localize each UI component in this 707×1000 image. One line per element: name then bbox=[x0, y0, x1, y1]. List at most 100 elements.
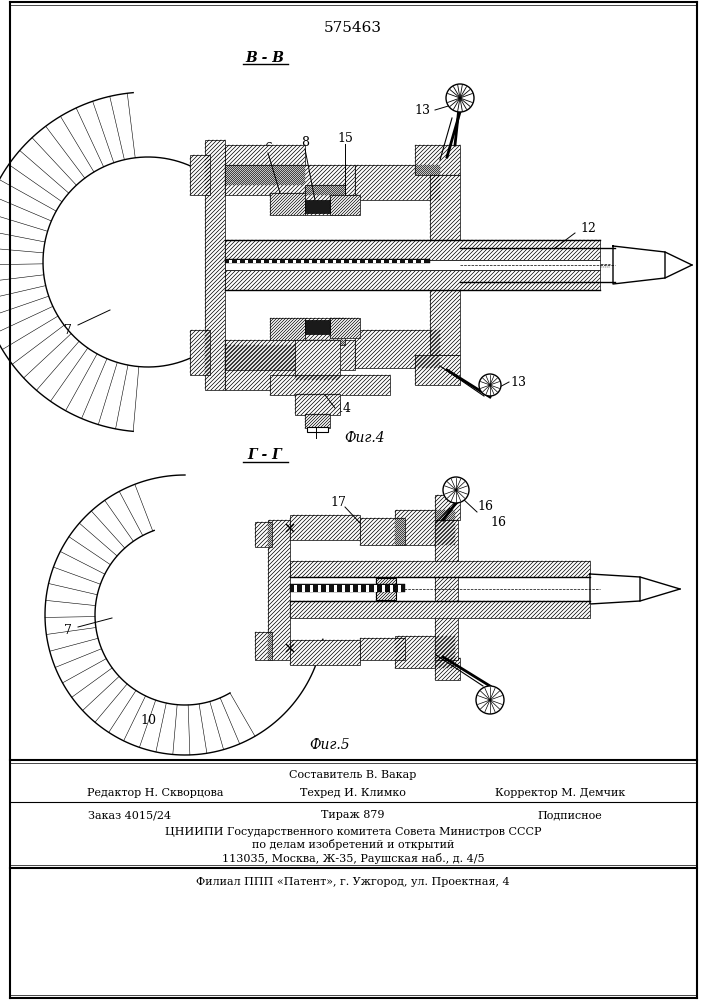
Polygon shape bbox=[253, 259, 256, 262]
Polygon shape bbox=[309, 259, 312, 262]
Text: Фиг.4: Фиг.4 bbox=[345, 431, 385, 445]
Polygon shape bbox=[310, 584, 313, 591]
Polygon shape bbox=[342, 584, 345, 591]
Text: В - В: В - В bbox=[245, 51, 284, 65]
Text: 8: 8 bbox=[301, 136, 309, 149]
Text: Филиал ППП «Патент», г. Ужгород, ул. Проектная, 4: Филиал ППП «Патент», г. Ужгород, ул. Про… bbox=[196, 877, 510, 887]
Polygon shape bbox=[225, 260, 600, 270]
Polygon shape bbox=[318, 584, 321, 591]
Polygon shape bbox=[261, 259, 264, 262]
Text: Составитель В. Вакар: Составитель В. Вакар bbox=[289, 770, 416, 780]
Polygon shape bbox=[365, 259, 368, 262]
Circle shape bbox=[479, 374, 501, 396]
Polygon shape bbox=[349, 259, 352, 262]
Text: по делам изобретений и открытий: по делам изобретений и открытий bbox=[252, 840, 454, 850]
Circle shape bbox=[443, 477, 469, 503]
Text: ЦНИИПИ Государственного комитета Совета Министров СССР: ЦНИИПИ Государственного комитета Совета … bbox=[165, 827, 542, 837]
Polygon shape bbox=[360, 638, 405, 660]
Polygon shape bbox=[405, 259, 408, 262]
Text: 575463: 575463 bbox=[324, 21, 382, 35]
Polygon shape bbox=[350, 584, 353, 591]
Polygon shape bbox=[395, 636, 455, 668]
Polygon shape bbox=[290, 640, 360, 665]
Polygon shape bbox=[373, 259, 376, 262]
Text: 10: 10 bbox=[140, 714, 156, 726]
Polygon shape bbox=[326, 584, 329, 591]
Text: 113035, Москва, Ж-35, Раушская наб., д. 4/5: 113035, Москва, Ж-35, Раушская наб., д. … bbox=[222, 852, 484, 863]
Text: Техред И. Климко: Техред И. Климко bbox=[300, 788, 406, 798]
Polygon shape bbox=[357, 259, 360, 262]
Polygon shape bbox=[255, 632, 272, 660]
Polygon shape bbox=[229, 259, 232, 262]
Polygon shape bbox=[333, 259, 336, 262]
Polygon shape bbox=[382, 584, 385, 591]
Polygon shape bbox=[270, 193, 305, 215]
Polygon shape bbox=[302, 584, 305, 591]
Polygon shape bbox=[305, 320, 330, 334]
Polygon shape bbox=[270, 375, 390, 395]
Polygon shape bbox=[225, 240, 600, 260]
Polygon shape bbox=[270, 318, 305, 340]
Polygon shape bbox=[413, 259, 416, 262]
Polygon shape bbox=[390, 584, 393, 591]
Polygon shape bbox=[421, 259, 424, 262]
Polygon shape bbox=[225, 270, 600, 290]
Text: Г - Г: Г - Г bbox=[247, 448, 282, 462]
Polygon shape bbox=[290, 584, 405, 592]
Polygon shape bbox=[435, 658, 460, 680]
Polygon shape bbox=[295, 340, 340, 380]
Polygon shape bbox=[225, 345, 305, 390]
Polygon shape bbox=[290, 601, 590, 618]
Polygon shape bbox=[613, 246, 665, 284]
Text: Фиг.5: Фиг.5 bbox=[310, 738, 350, 752]
Polygon shape bbox=[398, 584, 401, 591]
Polygon shape bbox=[295, 394, 340, 415]
Polygon shape bbox=[325, 259, 328, 262]
Polygon shape bbox=[395, 510, 455, 545]
Polygon shape bbox=[301, 259, 304, 262]
Polygon shape bbox=[415, 355, 460, 385]
Text: 12: 12 bbox=[580, 222, 596, 234]
Polygon shape bbox=[225, 259, 430, 263]
Text: 6: 6 bbox=[264, 141, 272, 154]
Polygon shape bbox=[225, 340, 355, 370]
Polygon shape bbox=[366, 584, 369, 591]
Polygon shape bbox=[277, 259, 280, 262]
Text: Подписное: Подписное bbox=[537, 810, 602, 820]
Text: 17: 17 bbox=[330, 495, 346, 508]
Circle shape bbox=[476, 686, 504, 714]
Polygon shape bbox=[305, 185, 345, 215]
Polygon shape bbox=[381, 259, 384, 262]
Text: 7: 7 bbox=[64, 324, 72, 336]
Polygon shape bbox=[330, 195, 360, 215]
Polygon shape bbox=[389, 259, 392, 262]
Polygon shape bbox=[290, 561, 590, 577]
Polygon shape bbox=[245, 259, 248, 262]
Polygon shape bbox=[358, 584, 361, 591]
Text: 14: 14 bbox=[335, 401, 351, 414]
Circle shape bbox=[446, 84, 474, 112]
Polygon shape bbox=[305, 414, 330, 428]
Text: 13: 13 bbox=[414, 104, 430, 116]
Polygon shape bbox=[374, 584, 377, 591]
Polygon shape bbox=[190, 330, 210, 375]
Polygon shape bbox=[397, 259, 400, 262]
Polygon shape bbox=[290, 515, 360, 540]
Polygon shape bbox=[334, 584, 337, 591]
Polygon shape bbox=[435, 520, 458, 660]
Polygon shape bbox=[590, 574, 640, 604]
Polygon shape bbox=[317, 259, 320, 262]
Polygon shape bbox=[190, 155, 210, 195]
Polygon shape bbox=[430, 175, 460, 355]
Polygon shape bbox=[285, 259, 288, 262]
Polygon shape bbox=[330, 318, 360, 338]
Polygon shape bbox=[255, 522, 272, 547]
Polygon shape bbox=[237, 259, 240, 262]
Polygon shape bbox=[225, 165, 355, 195]
Text: 7: 7 bbox=[64, 624, 72, 637]
Polygon shape bbox=[293, 259, 296, 262]
Polygon shape bbox=[305, 200, 330, 213]
Polygon shape bbox=[376, 578, 396, 600]
Polygon shape bbox=[435, 495, 460, 520]
Text: 13: 13 bbox=[510, 375, 526, 388]
